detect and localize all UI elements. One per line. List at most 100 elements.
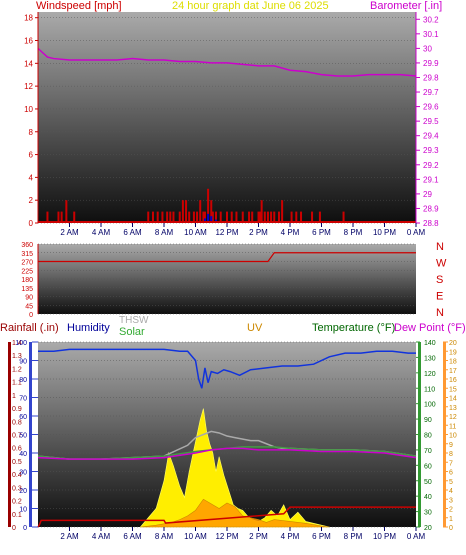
humidity-tick-label: 90 [19, 359, 27, 366]
wind-bar [156, 211, 159, 223]
wind-bar [318, 211, 321, 223]
wind-bar [263, 211, 266, 223]
wind-time-label: 2 AM [60, 228, 79, 237]
uv-series [140, 498, 330, 528]
wind-bar [57, 211, 60, 223]
wind-bar [60, 211, 63, 223]
wind-bar [281, 200, 284, 223]
uv-tick-label: 9 [449, 442, 453, 449]
uv-tick-label: 12 [449, 414, 457, 421]
wind-bar [161, 211, 164, 223]
humidity-tick-label: 100 [15, 340, 27, 347]
barometer-tick-label: 29.9 [423, 59, 439, 68]
conditions-lines [37, 348, 417, 528]
direction-tick-label: 45 [25, 303, 33, 310]
wind-tick-label: 6 [29, 151, 34, 160]
humidity-tick-label: 10 [19, 507, 27, 514]
uv-tick-label: 10 [449, 433, 457, 440]
temperature-tick-label: 120 [424, 371, 436, 378]
gust-bar [207, 213, 210, 223]
direction-tick-label: 225 [21, 268, 33, 275]
conditions-time-label: 0 AM [407, 532, 426, 541]
humidity-tick-label: 70 [19, 396, 27, 403]
temperature-tick-label: 130 [424, 355, 436, 362]
temperature-tick-label: 30 [424, 510, 432, 517]
wind-bar [241, 211, 244, 223]
wind-bar [277, 211, 280, 223]
wind-bar [178, 211, 181, 223]
wind-bar [266, 211, 269, 223]
solar-area [139, 408, 330, 528]
uv-title: UV [247, 322, 263, 334]
conditions-time-label: 8 AM [155, 532, 174, 541]
compass-label: S [436, 274, 443, 286]
wind-time-label: 2 PM [249, 228, 268, 237]
uv-tick-label: 20 [449, 340, 457, 347]
barometer-tick-label: 29.1 [423, 175, 439, 184]
wind-bar [248, 211, 251, 223]
temperature-tick-label: 90 [424, 417, 432, 424]
barometer-tick-label: 28.8 [423, 219, 439, 228]
barometer-tick-label: 28.9 [423, 204, 439, 213]
wind-bar [311, 211, 314, 223]
direction-tick-label: 315 [21, 251, 33, 258]
temperature-tick-label: 80 [424, 433, 432, 440]
rain-tick-label: 0.5 [12, 459, 22, 466]
rain-tick-label: 0.8 [12, 419, 22, 426]
compass-label: W [436, 258, 447, 270]
rain-tick-label: 0.4 [12, 472, 22, 479]
compass-label: N [436, 307, 444, 319]
wind-bar [219, 211, 222, 223]
humidity-tick-label: 60 [19, 414, 27, 421]
uv-tick-label: 2 [449, 507, 453, 514]
uv-tick-label: 15 [449, 386, 457, 393]
rain-tick-label: 1.1 [12, 380, 22, 387]
barometer-tick-label: 29.5 [423, 117, 439, 126]
uv-tick-label: 3 [449, 497, 453, 504]
uv-tick-label: 0 [449, 525, 453, 532]
wind-bar [181, 200, 184, 223]
direction-tick-label: 0 [29, 312, 33, 319]
temperature-tick-label: 60 [424, 463, 432, 470]
barometer-tick-label: 30.2 [423, 15, 439, 24]
wind-gridlines [38, 17, 416, 224]
uv-tick-label: 11 [449, 423, 456, 430]
uv-tick-label: 7 [449, 460, 453, 467]
wind-bar [207, 188, 210, 223]
humidity-tick-label: 30 [19, 470, 27, 477]
rain-tick-label: 0.6 [12, 446, 22, 453]
uv-tick-label: 13 [449, 405, 457, 412]
barometer-title: Barometer [.in] [370, 0, 442, 12]
uv-tick-label: 1 [449, 516, 453, 523]
wind-bar [73, 211, 76, 223]
conditions-axes: 00.10.20.30.40.50.60.70.80.911.11.21.31.… [8, 340, 457, 532]
wind-bar [259, 211, 262, 223]
uv-tick-label: 16 [449, 377, 457, 384]
conditions-time-label: 8 PM [344, 532, 363, 541]
compass-label: N [436, 241, 444, 253]
solar-title: Solar [119, 326, 145, 338]
wind-bar [202, 211, 205, 223]
temperature-tick-label: 70 [424, 448, 432, 455]
humidity-line [38, 348, 416, 389]
wind-bar [192, 211, 195, 223]
uv-tick-label: 14 [449, 396, 457, 403]
wind-bar [172, 211, 175, 223]
conditions-time-label: 2 PM [249, 532, 268, 541]
direction-tick-label: 270 [21, 260, 33, 267]
humidity-tick-label: 0 [23, 525, 27, 532]
conditions-time-label: 12 PM [215, 532, 238, 541]
wind-tick-label: 18 [24, 14, 33, 23]
wind-time-label: 0 AM [407, 228, 426, 237]
barometer-tick-label: 30 [423, 44, 432, 53]
rain-tick-label: 1.3 [12, 353, 22, 360]
wind-time-label: 8 AM [155, 228, 174, 237]
wind-bar [46, 211, 49, 223]
uv-area [140, 498, 330, 528]
wind-tick-label: 10 [24, 105, 33, 114]
uv-tick-label: 6 [449, 470, 453, 477]
wind-bar [166, 211, 169, 223]
humidity-tick-label: 20 [19, 488, 27, 495]
